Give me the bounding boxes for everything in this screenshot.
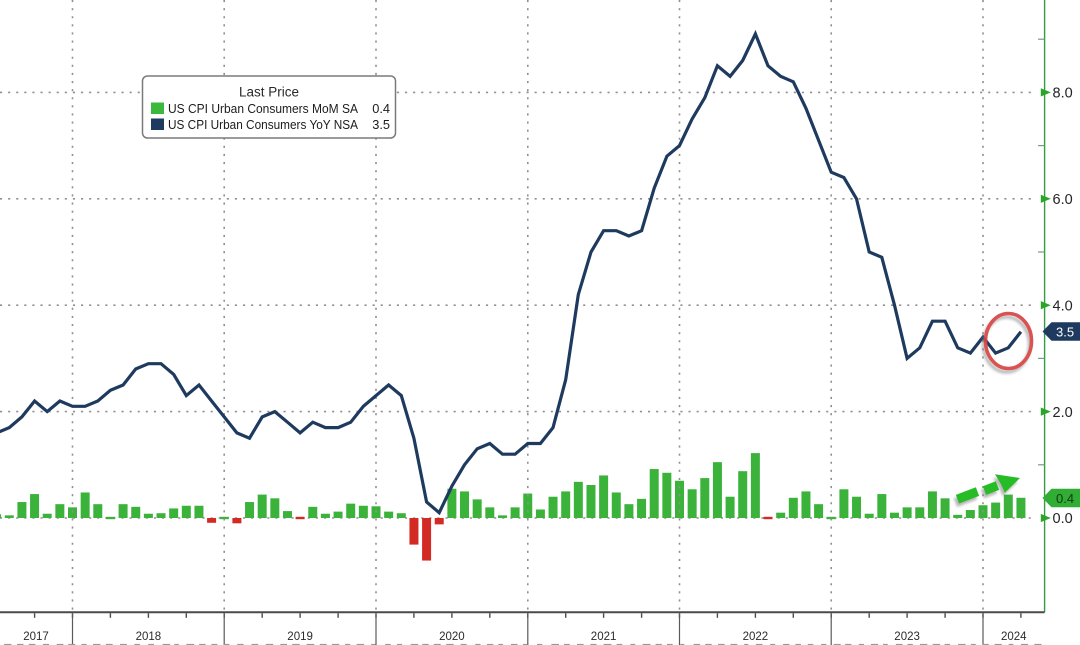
svg-text:2021: 2021	[591, 631, 617, 643]
svg-text:3.5: 3.5	[1056, 325, 1074, 340]
svg-text:2.0: 2.0	[1053, 405, 1073, 421]
svg-text:Last Price: Last Price	[239, 85, 299, 100]
svg-text:6.0: 6.0	[1053, 192, 1073, 208]
svg-text:0.4: 0.4	[1056, 491, 1074, 506]
svg-text:2023: 2023	[894, 631, 920, 643]
svg-text:US CPI Urban Consumers MoM SA: US CPI Urban Consumers MoM SA	[168, 101, 358, 116]
svg-text:0.4: 0.4	[372, 101, 390, 116]
svg-text:2022: 2022	[743, 631, 769, 643]
svg-text:US CPI Urban Consumers YoY NSA: US CPI Urban Consumers YoY NSA	[168, 117, 358, 132]
svg-text:2019: 2019	[287, 631, 313, 643]
svg-text:2024: 2024	[1001, 631, 1027, 643]
svg-text:0.0: 0.0	[1053, 511, 1073, 527]
svg-text:2017: 2017	[23, 631, 49, 643]
svg-text:8.0: 8.0	[1053, 86, 1073, 102]
svg-text:3.5: 3.5	[372, 117, 390, 132]
svg-text:2020: 2020	[439, 631, 465, 643]
svg-text:2018: 2018	[136, 631, 162, 643]
svg-text:4.0: 4.0	[1053, 298, 1073, 314]
